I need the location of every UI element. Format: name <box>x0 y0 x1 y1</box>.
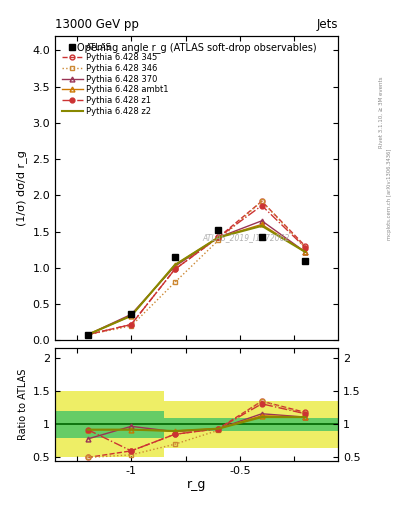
Pythia 6.428 346 <box>303 245 308 251</box>
ATLAS <box>85 332 90 338</box>
ATLAS <box>259 234 264 241</box>
Y-axis label: Ratio to ATLAS: Ratio to ATLAS <box>18 369 28 440</box>
Pythia 6.428 z1 <box>303 245 308 251</box>
Text: ATLAS_2019_I1772062: ATLAS_2019_I1772062 <box>202 233 290 242</box>
Pythia 6.428 ambt1 <box>216 234 220 241</box>
Pythia 6.428 345 <box>173 266 177 272</box>
Line: Pythia 6.428 346: Pythia 6.428 346 <box>85 199 308 337</box>
Pythia 6.428 ambt1 <box>173 262 177 268</box>
Legend: ATLAS, Pythia 6.428 345, Pythia 6.428 346, Pythia 6.428 370, Pythia 6.428 ambt1,: ATLAS, Pythia 6.428 345, Pythia 6.428 34… <box>59 40 171 118</box>
ATLAS <box>129 311 134 317</box>
ATLAS <box>303 258 308 264</box>
Text: mcplots.cern.ch [arXiv:1306.3436]: mcplots.cern.ch [arXiv:1306.3436] <box>387 149 392 240</box>
Pythia 6.428 345 <box>216 234 220 241</box>
Pythia 6.428 370 <box>303 249 308 255</box>
Pythia 6.428 370 <box>259 218 264 224</box>
Pythia 6.428 345 <box>303 243 308 249</box>
Pythia 6.428 370 <box>216 234 220 241</box>
ATLAS <box>216 227 220 233</box>
Pythia 6.428 345 <box>259 198 264 204</box>
Pythia 6.428 z2 <box>173 262 177 268</box>
Text: 13000 GeV pp: 13000 GeV pp <box>55 18 139 31</box>
Line: Pythia 6.428 ambt1: Pythia 6.428 ambt1 <box>85 222 308 337</box>
Pythia 6.428 346 <box>173 280 177 286</box>
Pythia 6.428 z1 <box>259 202 264 209</box>
Pythia 6.428 ambt1 <box>85 332 90 338</box>
Line: ATLAS: ATLAS <box>84 227 309 338</box>
Pythia 6.428 z1 <box>129 322 134 328</box>
Pythia 6.428 ambt1 <box>303 249 308 255</box>
Pythia 6.428 345 <box>129 322 134 328</box>
Pythia 6.428 ambt1 <box>259 221 264 227</box>
Pythia 6.428 z2 <box>303 249 308 255</box>
Pythia 6.428 z1 <box>173 266 177 272</box>
Pythia 6.428 370 <box>173 263 177 269</box>
Pythia 6.428 z2 <box>129 313 134 319</box>
ATLAS <box>173 254 177 260</box>
Text: Opening angle r_g (ATLAS soft-drop observables): Opening angle r_g (ATLAS soft-drop obser… <box>77 42 316 53</box>
Line: Pythia 6.428 z1: Pythia 6.428 z1 <box>85 203 308 337</box>
Pythia 6.428 z2 <box>85 332 90 338</box>
Pythia 6.428 z2 <box>216 234 220 241</box>
Line: Pythia 6.428 z2: Pythia 6.428 z2 <box>88 226 305 335</box>
Pythia 6.428 z1 <box>85 332 90 338</box>
Pythia 6.428 ambt1 <box>129 313 134 319</box>
X-axis label: r_g: r_g <box>187 478 206 492</box>
Pythia 6.428 346 <box>216 238 220 244</box>
Line: Pythia 6.428 345: Pythia 6.428 345 <box>85 199 308 337</box>
Pythia 6.428 345 <box>85 332 90 338</box>
Pythia 6.428 370 <box>129 311 134 317</box>
Pythia 6.428 346 <box>259 198 264 204</box>
Pythia 6.428 z2 <box>259 223 264 229</box>
Pythia 6.428 370 <box>85 332 90 338</box>
Text: Jets: Jets <box>316 18 338 31</box>
Text: Rivet 3.1.10, ≥ 3M events: Rivet 3.1.10, ≥ 3M events <box>379 77 384 148</box>
Pythia 6.428 z1 <box>216 234 220 241</box>
Pythia 6.428 346 <box>129 323 134 329</box>
Y-axis label: (1/σ) dσ/d r_g: (1/σ) dσ/d r_g <box>16 150 27 226</box>
Pythia 6.428 346 <box>85 332 90 338</box>
Line: Pythia 6.428 370: Pythia 6.428 370 <box>85 219 308 337</box>
